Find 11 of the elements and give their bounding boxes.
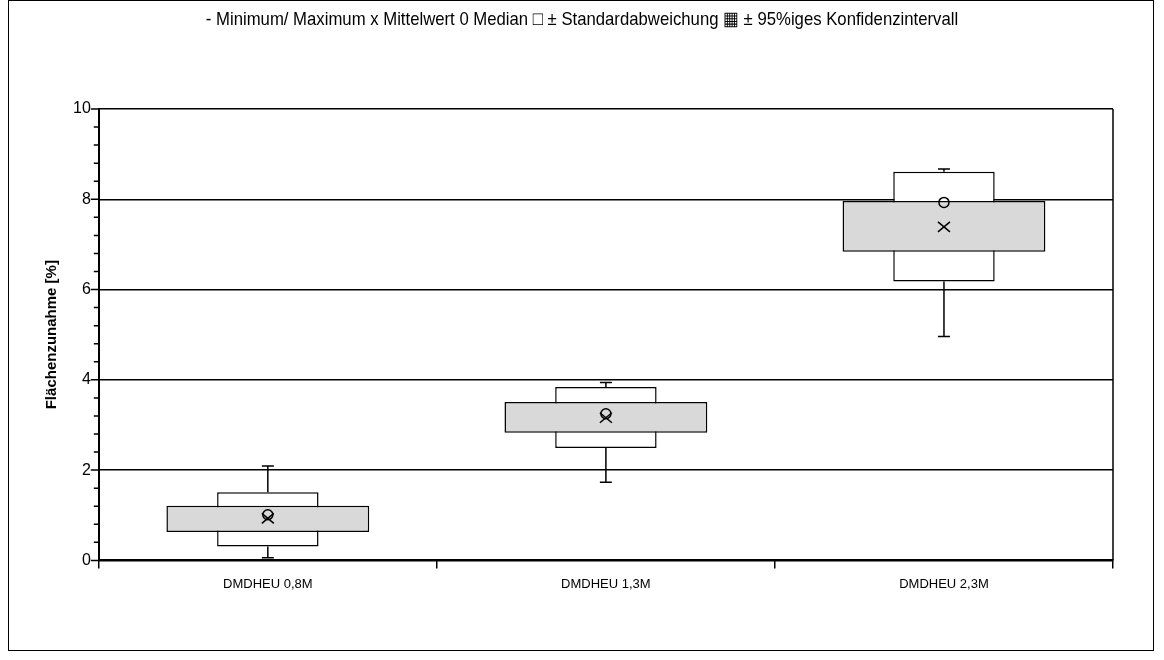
x-tick-label: DMDHEU 2,3M <box>899 575 989 591</box>
y-tick-label: 0 <box>81 550 91 568</box>
y-tick-label: 4 <box>81 370 91 388</box>
x-tick-label: DMDHEU 1,3M <box>561 575 651 591</box>
y-tick-label: 8 <box>81 189 91 207</box>
x-tick-label: DMDHEU 0,8M <box>223 575 313 591</box>
y-axis-title: Flächenzunahme [%] <box>42 260 60 410</box>
y-tick-label: 10 <box>73 99 91 117</box>
y-tick-label: 2 <box>81 460 91 478</box>
chart-title: - Minimum/ Maximum x Mittelwert 0 Median □ ± Standardabweichung ▦ ± 95%iges Konfidenzintervall <box>204 7 960 30</box>
y-tick-label: 6 <box>81 279 91 297</box>
